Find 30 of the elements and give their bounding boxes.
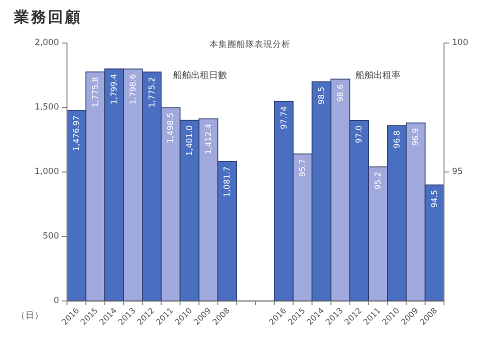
data-label: 1,799.4	[110, 74, 119, 104]
data-label: 1,476.97	[72, 115, 81, 152]
data-label: 98.6	[336, 84, 345, 102]
y2-tick-label: 95	[452, 167, 463, 177]
annotation: 船舶出租日數	[173, 70, 227, 81]
data-label: 1,775.8	[90, 76, 100, 108]
chart-subtitle: 本集團船隊表現分析	[210, 39, 290, 50]
y-axis-title: （日）	[16, 311, 44, 321]
y-tick-label: 1,500	[34, 102, 59, 112]
data-label: 1,081.7	[222, 166, 232, 198]
data-label: 95.7	[298, 158, 308, 177]
y2-tick-label: 100	[452, 38, 468, 48]
data-label: 95.2	[374, 172, 383, 190]
y-tick-label: 2,000	[34, 38, 59, 48]
data-label: 96.8	[392, 130, 402, 148]
annotation: 船舶出租率	[356, 70, 400, 81]
data-label: 94.5	[430, 190, 440, 208]
y-tick-label: 500	[42, 232, 59, 242]
chart-title: 業務回顧	[13, 8, 82, 26]
y-tick-label: 0	[54, 296, 59, 306]
data-label: 1,412.4	[204, 124, 213, 154]
y-tick-label: 1,000	[34, 167, 59, 177]
data-label: 1,798.6	[128, 74, 138, 105]
data-label: 1,775.2	[147, 77, 156, 108]
data-label: 96.9	[411, 128, 420, 146]
data-label: 97.0	[354, 125, 364, 144]
data-label: 97.74	[279, 106, 288, 130]
data-label: 1,401.0	[185, 125, 194, 156]
data-label: 1,498.5	[166, 112, 176, 144]
data-label: 98.5	[316, 86, 326, 105]
